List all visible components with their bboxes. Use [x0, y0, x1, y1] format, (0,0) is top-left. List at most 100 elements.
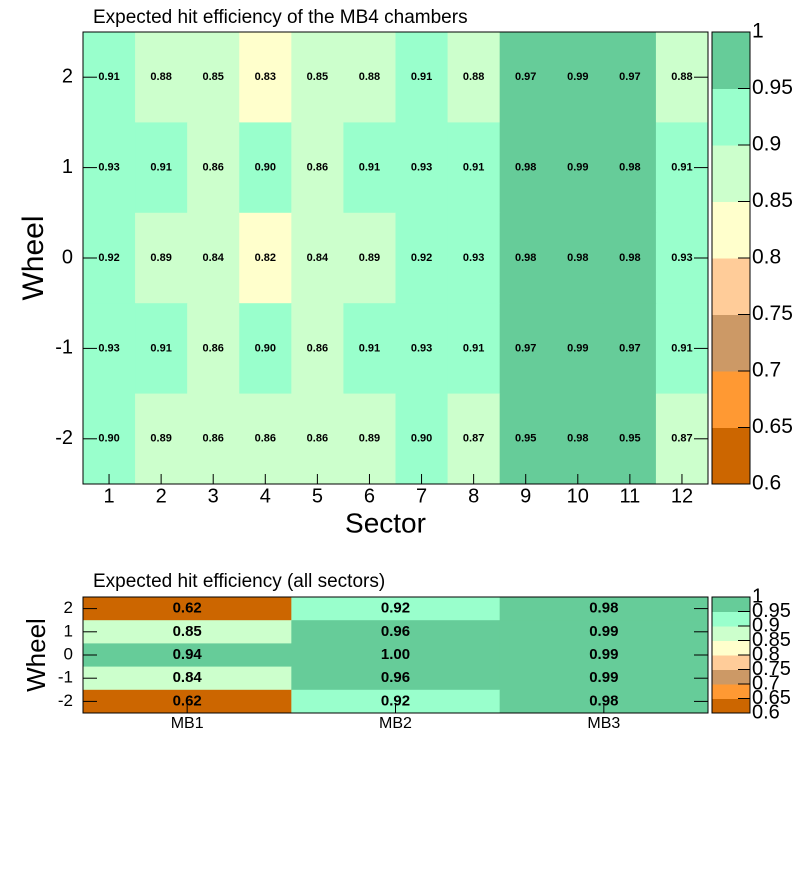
colorbar-segment: [712, 655, 750, 670]
colorbar-tick-label: 0.9: [752, 133, 781, 156]
chart-title: Expected hit efficiency of the MB4 chamb…: [93, 7, 468, 28]
colorbar-tick-label: 0.65: [752, 687, 791, 709]
cell-label: 0.93: [463, 252, 484, 264]
heatmap-cell: [291, 32, 344, 123]
y-tick-label: 2: [62, 65, 73, 87]
heatmap-cell: [239, 122, 292, 214]
y-tick-label: -1: [58, 668, 73, 687]
x-tick-label: 5: [312, 485, 323, 507]
colorbar-tick-label: 1: [752, 585, 763, 607]
cell-label: 0.89: [150, 433, 171, 445]
heatmap-cell: [551, 303, 605, 395]
cell-label: 0.98: [515, 252, 536, 264]
x-tick-label: MB3: [587, 715, 620, 732]
x-tick-label: MB2: [379, 715, 412, 732]
heatmap-cell: [499, 303, 553, 395]
cell-label: 0.84: [173, 669, 203, 686]
heatmap-cell: [551, 393, 605, 485]
cell-label: 0.92: [411, 252, 432, 264]
heatmap-cell: [239, 303, 292, 395]
cell-label: 0.98: [567, 433, 588, 445]
colorbar-segment: [712, 32, 750, 89]
y-tick-label: 0: [64, 644, 73, 663]
cell-label: 0.97: [515, 342, 536, 354]
heatmap-cell: [499, 212, 553, 304]
heatmap-cell: [447, 122, 501, 214]
cell-label: 0.90: [98, 433, 119, 445]
y-tick-label: 1: [62, 156, 73, 178]
cell-label: 0.95: [619, 433, 640, 445]
colorbar-tick-label: 0.8: [752, 246, 781, 269]
heatmap-cell: [187, 303, 240, 395]
cell-label: 0.86: [307, 433, 328, 445]
colorbar-tick-label: 0.85: [752, 629, 791, 651]
y-tick-label: 2: [64, 598, 73, 617]
y-axis-title: Wheel: [17, 215, 50, 300]
y-tick-label: -1: [55, 337, 73, 359]
x-tick-label: 11: [619, 485, 640, 507]
cell-label: 0.91: [98, 71, 119, 83]
cell-label: 0.86: [307, 342, 328, 354]
x-tick-label: 6: [364, 485, 375, 507]
colorbar-tick-label: 0.75: [752, 658, 791, 680]
heatmap-cell: [343, 212, 396, 304]
x-tick-label: 3: [208, 485, 219, 507]
colorbar-segment: [712, 201, 750, 259]
cell-label: 0.85: [202, 71, 223, 83]
cell-label: 0.98: [589, 600, 618, 617]
cell-label: 0.84: [202, 252, 224, 264]
heatmap-cell: [187, 212, 240, 304]
heatmap-cell: [499, 597, 709, 621]
cell-label: 0.86: [202, 433, 223, 445]
heatmap-cell: [395, 212, 449, 304]
heatmap-cell: [395, 393, 449, 485]
heatmap-cell: [499, 666, 709, 691]
cell-label: 0.93: [98, 342, 119, 354]
heatmap-cell: [603, 393, 657, 485]
heatmap-cell: [291, 620, 501, 644]
heatmap-cell: [395, 303, 449, 395]
heatmap-cell: [447, 32, 501, 123]
heatmap-cell: [83, 666, 292, 691]
colorbar-tick-label: 0.95: [752, 600, 791, 622]
x-tick-label: 7: [416, 485, 427, 507]
cell-label: 0.99: [567, 71, 588, 83]
cell-label: 0.90: [255, 162, 276, 174]
heatmap-cell: [499, 620, 709, 644]
cell-label: 0.89: [359, 433, 380, 445]
cell-label: 0.99: [567, 162, 588, 174]
colorbar-segment: [712, 145, 750, 202]
x-tick-label: 1: [103, 485, 114, 507]
heatmap-cell: [551, 32, 605, 123]
heatmap-cell: [83, 597, 292, 621]
heatmap-cell: [447, 393, 501, 485]
cell-label: 0.91: [671, 162, 692, 174]
cell-label: 0.88: [671, 71, 692, 83]
cell-label: 0.91: [463, 342, 484, 354]
heatmap-cell: [239, 393, 292, 485]
cell-label: 0.90: [255, 342, 276, 354]
colorbar-tick-label: 0.95: [752, 76, 793, 99]
heatmap-cell: [83, 689, 292, 714]
y-axis-title: Wheel: [21, 618, 51, 692]
chart-title: Expected hit efficiency (all sectors): [93, 571, 385, 592]
cell-label: 0.93: [411, 162, 432, 174]
heatmap-cell: [343, 122, 396, 214]
cell-label: 0.98: [589, 692, 618, 709]
x-tick-label: 10: [567, 485, 589, 507]
heatmap-cell: [291, 122, 344, 214]
colorbar-tick-label: 0.85: [752, 189, 793, 212]
colorbar-tick-label: 1: [752, 20, 764, 43]
cell-label: 0.91: [463, 162, 484, 174]
cell-label: 0.98: [619, 162, 640, 174]
heatmap-cell: [499, 643, 709, 668]
colorbar-tick-label: 0.8: [752, 643, 780, 665]
cell-label: 0.87: [671, 433, 692, 445]
colorbar-segment: [712, 258, 750, 315]
y-tick-label: 1: [64, 621, 73, 640]
heatmap-cell: [187, 393, 240, 485]
heatmap-cell: [551, 212, 605, 304]
heatmap-cell: [395, 32, 449, 123]
cell-label: 0.84: [307, 252, 329, 264]
